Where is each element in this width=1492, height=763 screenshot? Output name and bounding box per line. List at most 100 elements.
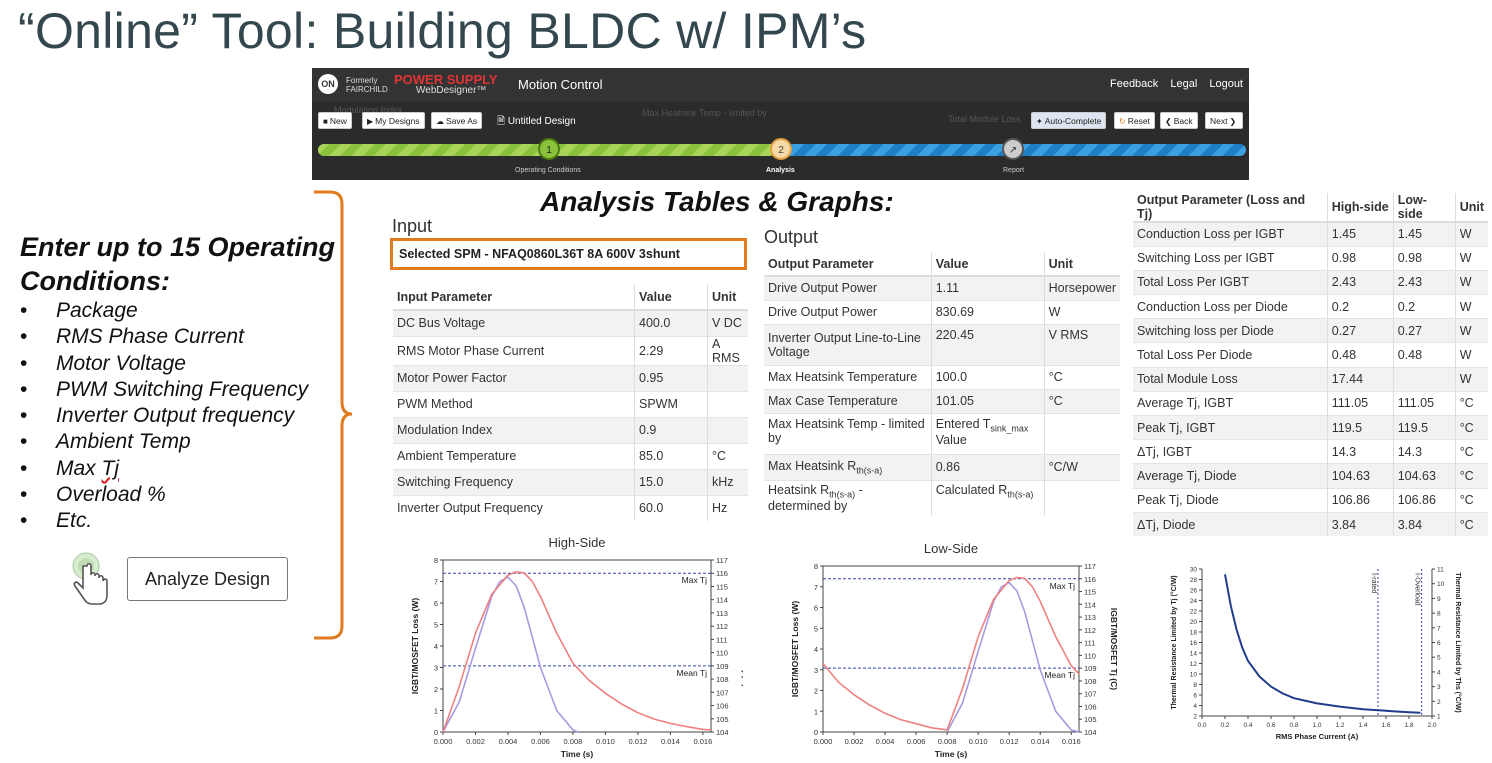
- y2-tick-label: 5: [1437, 655, 1441, 662]
- table-row: Conduction Loss per IGBT 1.45 1.45 W: [1133, 221, 1488, 247]
- table-row: Switching Frequency 15.0 kHz: [393, 468, 748, 495]
- legal-link[interactable]: Legal: [1170, 78, 1198, 90]
- x-tick-label: 0.008: [938, 737, 957, 746]
- step-2-label: Analysis: [766, 167, 795, 174]
- column-header: Value: [634, 284, 708, 311]
- table-row: Average Tj, IGBT 111.05 111.05 °C: [1133, 390, 1488, 416]
- series-line: [822, 576, 1080, 731]
- column-header: Unit: [1044, 252, 1120, 277]
- reset-button[interactable]: ↻ Reset: [1114, 112, 1155, 129]
- table-row: Inverter Output Frequency 60.0 Hz: [393, 494, 748, 521]
- y2-tick-label: 9: [1437, 596, 1441, 603]
- chevron-right-icon: ❯: [1229, 117, 1237, 126]
- step-3-label: Report: [1003, 167, 1025, 174]
- auto-complete-button[interactable]: ✦ Auto-Complete: [1031, 112, 1107, 129]
- y-tick-label: 4: [434, 642, 438, 651]
- y2-tick-label: 107: [1084, 690, 1097, 699]
- table-row: RMS Motor Phase Current 2.29 A RMS: [393, 335, 748, 365]
- reference-line-label: Max Tj: [1050, 581, 1075, 591]
- table-row: Max Heatsink Rth(s-a) 0.86 °C/W: [764, 453, 1120, 480]
- save-as-button[interactable]: ☁ Save As: [431, 112, 483, 129]
- y2-axis-label: IGBT/MOSFET Tj (C): [1109, 608, 1119, 690]
- hand-pointer-icon: [72, 552, 108, 605]
- list-item: • PWM Switching Frequency: [20, 377, 308, 403]
- bullet: •: [20, 430, 28, 454]
- spellcheck-squiggle: Tj: [101, 456, 120, 480]
- back-button[interactable]: ❮ Back: [1160, 112, 1198, 129]
- y2-tick-label: 115: [1084, 588, 1096, 597]
- y-axis-label: IGBT/MOSFET Loss (W): [410, 598, 420, 694]
- step-1-button[interactable]: 1: [538, 138, 560, 160]
- conditions-list: • Package • RMS Phase Current • Motor Volta…: [20, 298, 308, 535]
- y2-tick-label: 117: [716, 556, 728, 565]
- on-semi-logo[interactable]: ON: [318, 74, 338, 94]
- next-button[interactable]: Next ❯: [1205, 112, 1244, 129]
- feedback-link[interactable]: Feedback: [1109, 78, 1159, 90]
- bullet: •: [20, 299, 28, 322]
- y2-tick-label: 104: [716, 728, 729, 737]
- y2-tick-label: 2: [1437, 699, 1441, 706]
- low-side-chart: Low-Side 0 1 2 3 4 5 6 7 8 104 105 106 107 108 109 110 11…: [790, 541, 1119, 759]
- column-header: High-side: [1327, 193, 1394, 223]
- y2-tick-label: 107: [716, 688, 729, 697]
- table-row: Modulation Index 0.9: [393, 416, 748, 443]
- y2-tick-label: 3: [1437, 684, 1441, 691]
- y2-axis-label: Thermal Resistance Limited by Ths (°C/W): [1454, 572, 1462, 713]
- table-row: Peak Tj, Diode 106.86 106.86 °C: [1133, 487, 1488, 513]
- x-tick-label: 0.004: [499, 737, 518, 746]
- y2-tick-label: 112: [1084, 626, 1096, 635]
- logout-link[interactable]: Logout: [1209, 78, 1243, 90]
- y-tick-label: 2: [814, 687, 818, 696]
- new-button[interactable]: ■ New: [318, 112, 352, 129]
- y-tick-label: 2: [434, 685, 438, 694]
- table-row: Max Case Temperature 101.05 °C: [764, 388, 1120, 413]
- slide-title: “Online” Tool: Building BLDC w/ IPM’s: [18, 3, 867, 59]
- design-name[interactable]: 🗎 Untitled Design: [497, 116, 576, 127]
- bullet: •: [20, 456, 28, 480]
- bullet: •: [20, 404, 28, 428]
- y-tick-label: 7: [434, 578, 438, 587]
- step-3-button[interactable]: ↗: [1002, 138, 1024, 160]
- x-tick-label: 0.004: [876, 737, 895, 746]
- x-tick-label: 0.6: [1266, 722, 1275, 729]
- y2-tick-label: 10: [1437, 581, 1445, 588]
- analyze-design-button[interactable]: Analyze Design: [127, 557, 288, 601]
- folder-icon: ▶: [367, 117, 374, 126]
- y-tick-label: 6: [434, 599, 438, 608]
- table-header-row: Input Parameter Value Unit: [393, 284, 748, 311]
- x-tick-label: 2.0: [1427, 722, 1436, 729]
- y-tick-label: 24: [1190, 598, 1198, 605]
- loss-tj-table: Output Parameter (Loss and Tj) High-side…: [1133, 193, 1488, 537]
- table-header-row: Output Parameter Value Unit: [764, 252, 1120, 277]
- step-2-button[interactable]: 2: [770, 138, 792, 160]
- series-line: [442, 570, 712, 733]
- y2-tick-label: 113: [1084, 613, 1096, 622]
- list-item: • Etc.: [20, 508, 308, 534]
- y-tick-label: 14: [1190, 651, 1198, 658]
- app-top-bar: ON Formerly FAIRCHILD POWER SUPPLY WebDe…: [312, 68, 1249, 102]
- x-tick-label: 0.014: [1031, 737, 1050, 746]
- y-tick-label: 8: [814, 562, 818, 571]
- reference-line-label: Mean Tj: [676, 668, 707, 678]
- fairchild-logo: Formerly FAIRCHILD: [346, 76, 388, 94]
- list-item: • RMS Phase Current: [20, 324, 308, 350]
- y2-tick-label: 6: [1437, 640, 1441, 647]
- y2-tick-label: 108: [716, 675, 729, 684]
- y-tick-label: 5: [814, 624, 818, 633]
- column-header: Value: [931, 252, 1045, 277]
- my-designs-button[interactable]: ▶ My Designs: [362, 112, 425, 129]
- series-line: [1224, 574, 1421, 714]
- y-tick-label: 20: [1190, 619, 1198, 626]
- y2-tick-label: 11: [1437, 567, 1444, 574]
- table-row: Max Heatsink Temp - limited by Entered T…: [764, 412, 1120, 454]
- selected-spm: Selected SPM - NFAQ0860L36T 8A 600V 3shu…: [390, 238, 747, 270]
- y-tick-label: 16: [1190, 640, 1198, 647]
- table-row: Ambient Temperature 85.0 °C: [393, 442, 748, 469]
- y2-tick-label: 106: [716, 702, 729, 711]
- table-row: PWM Method SPWM: [393, 390, 748, 417]
- column-header: Input Parameter: [393, 284, 635, 311]
- y2-tick-label: 114: [716, 596, 728, 605]
- y2-tick-label: 110: [1084, 651, 1096, 660]
- x-tick-label: 0.016: [693, 737, 712, 746]
- y2-tick-label: 115: [716, 582, 728, 591]
